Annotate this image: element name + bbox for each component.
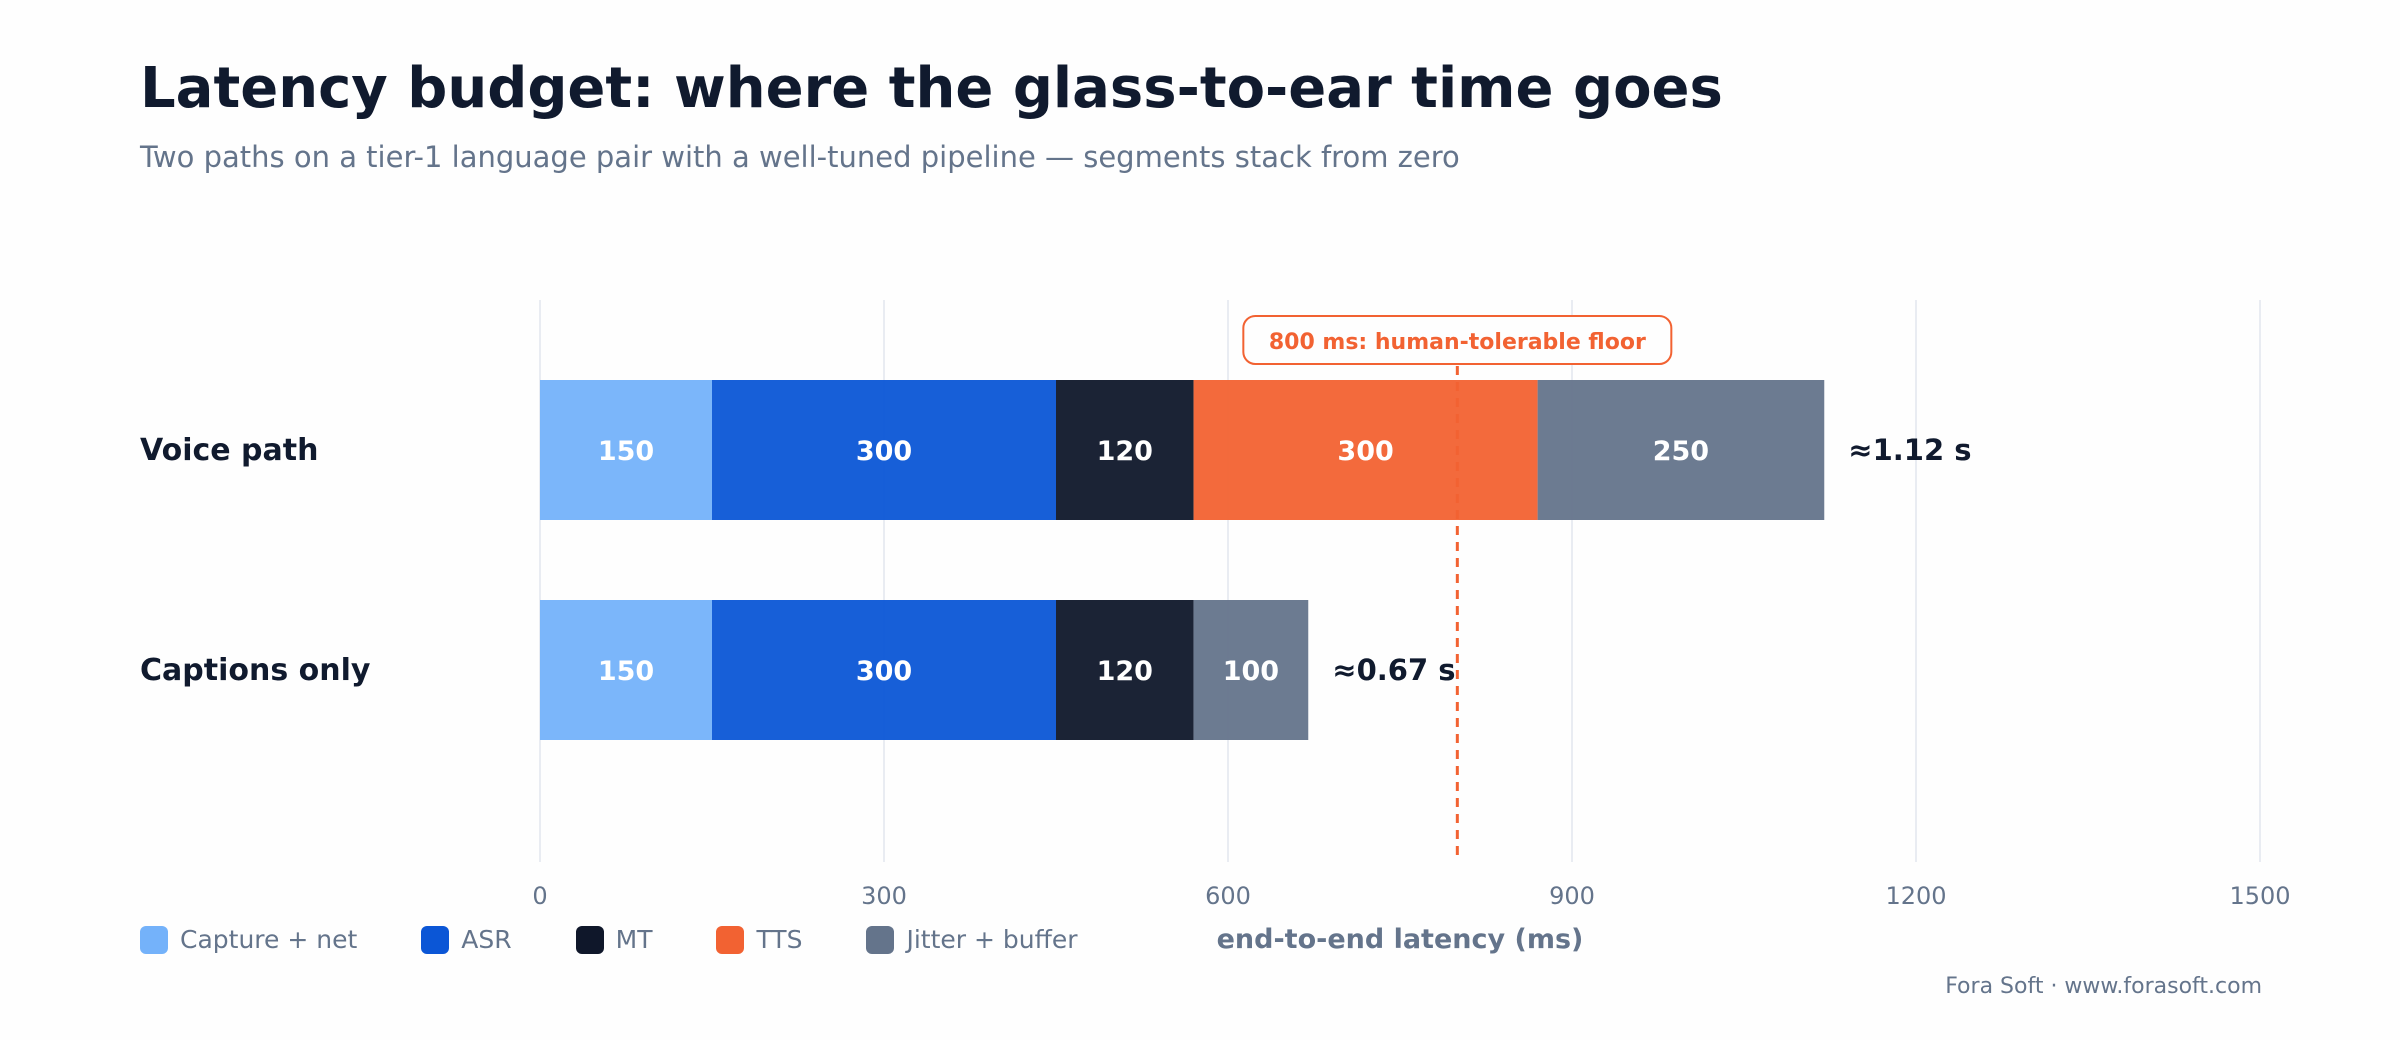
legend-item-capture: Capture + net xyxy=(140,925,357,954)
bar-segment-captions-only-asr xyxy=(712,600,1056,740)
bar-value-label-voice-path-mt: 120 xyxy=(1097,436,1153,467)
bar-segment-captions-only-jitter-buffer xyxy=(1193,600,1309,740)
bar-segment-captions-only-mt xyxy=(1056,600,1194,740)
bar-segment-voice-path-jitter-buffer xyxy=(1537,380,1825,520)
legend-swatch-mt xyxy=(575,925,604,954)
bar-value-label-voice-path-asr: 300 xyxy=(856,436,912,467)
legend-label-mt: MT xyxy=(615,925,653,954)
bar-segment-voice-path-mt xyxy=(1056,380,1194,520)
bar-value-label-captions-only-mt: 120 xyxy=(1097,656,1153,687)
legend-label-tts: TTS xyxy=(756,925,803,954)
bar-value-label-voice-path-capture-net: 150 xyxy=(598,436,654,467)
bar-value-label-voice-path-tts: 300 xyxy=(1337,436,1393,467)
legend-label-jitter: Jitter + buffer xyxy=(906,925,1078,954)
legend-item-asr: ASR xyxy=(421,925,512,954)
bar-segment-voice-path-asr xyxy=(712,380,1056,520)
bar-segment-voice-path-tts xyxy=(1193,380,1538,520)
bar-segment-captions-only-capture-net xyxy=(540,600,712,740)
x-tick-label-1500: 1500 xyxy=(2229,882,2290,910)
legend-swatch-capture xyxy=(140,925,168,954)
legend-item-tts: TTS xyxy=(716,925,802,954)
category-label-voice-path: Voice path xyxy=(140,433,318,468)
reference-label-box xyxy=(1242,315,1673,365)
x-tick-label-0: 0 xyxy=(532,882,547,910)
x-tick-label-300: 300 xyxy=(861,882,907,910)
total-label-captions-only: ≈0.67 s xyxy=(1332,653,1455,687)
x-tick-label-1200: 1200 xyxy=(1885,882,1946,910)
legend-swatch-asr xyxy=(421,925,450,954)
legend-label-capture: Capture + net xyxy=(180,925,358,954)
bar-value-label-voice-path-jitter-buffer: 250 xyxy=(1653,436,1709,467)
legend-swatch-tts xyxy=(716,925,745,954)
bar-value-label-captions-only-jitter-buffer: 100 xyxy=(1223,656,1279,687)
bar-segment-voice-path-capture-net xyxy=(540,380,712,520)
bar-value-label-captions-only-asr: 300 xyxy=(856,656,912,687)
legend: Capture + net ASR MT TTS Jitter + buffer xyxy=(140,925,1077,954)
legend-swatch-jitter xyxy=(866,925,895,954)
chart-title: Latency budget: where the glass-to-ear t… xyxy=(140,56,1723,121)
chart-subtitle: Two paths on a tier-1 language pair with… xyxy=(140,140,1460,174)
legend-item-mt: MT xyxy=(575,925,653,954)
x-tick-label-900: 900 xyxy=(1549,882,1595,910)
x-axis-label: end-to-end latency (ms) xyxy=(1217,924,1584,955)
reference-label: 800 ms: human-tolerable floor xyxy=(1269,330,1646,355)
total-label-voice-path: ≈1.12 s xyxy=(1848,433,1971,467)
legend-label-asr: ASR xyxy=(461,925,512,954)
x-tick-label-600: 600 xyxy=(1205,882,1251,910)
footer-credit: Fora Soft · www.forasoft.com xyxy=(1945,974,2262,999)
category-label-captions-only: Captions only xyxy=(140,653,371,688)
legend-item-jitter: Jitter + buffer xyxy=(866,925,1077,954)
bar-value-label-captions-only-capture-net: 150 xyxy=(598,656,654,687)
